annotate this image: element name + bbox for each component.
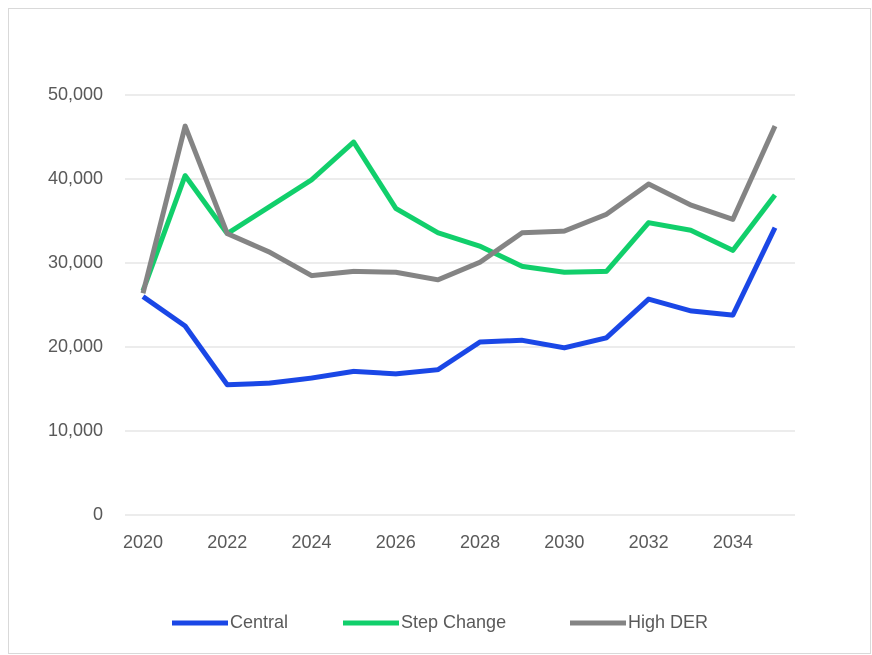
y-tick-label: 30,000	[48, 252, 103, 272]
x-tick-label: 2024	[292, 532, 332, 552]
line-series	[141, 226, 778, 388]
x-tick-label: 2030	[544, 532, 584, 552]
x-tick-label: 2026	[376, 532, 416, 552]
x-tick-label: 2028	[460, 532, 500, 552]
legend-label: Step Change	[401, 612, 506, 632]
y-tick-label: 10,000	[48, 420, 103, 440]
y-tick-label: 20,000	[48, 336, 103, 356]
line-series	[140, 139, 777, 292]
line-series	[140, 123, 778, 294]
x-tick-label: 2022	[207, 532, 247, 552]
y-tick-label: 50,000	[48, 84, 103, 104]
x-tick-label: 2034	[713, 532, 753, 552]
chart-border	[8, 8, 871, 654]
legend-label: Central	[230, 612, 288, 632]
legend-label: High DER	[628, 612, 708, 632]
x-tick-label: 2020	[123, 532, 163, 552]
y-tick-label: 40,000	[48, 168, 103, 188]
y-tick-label: 0	[93, 504, 103, 524]
x-tick-label: 2032	[629, 532, 669, 552]
